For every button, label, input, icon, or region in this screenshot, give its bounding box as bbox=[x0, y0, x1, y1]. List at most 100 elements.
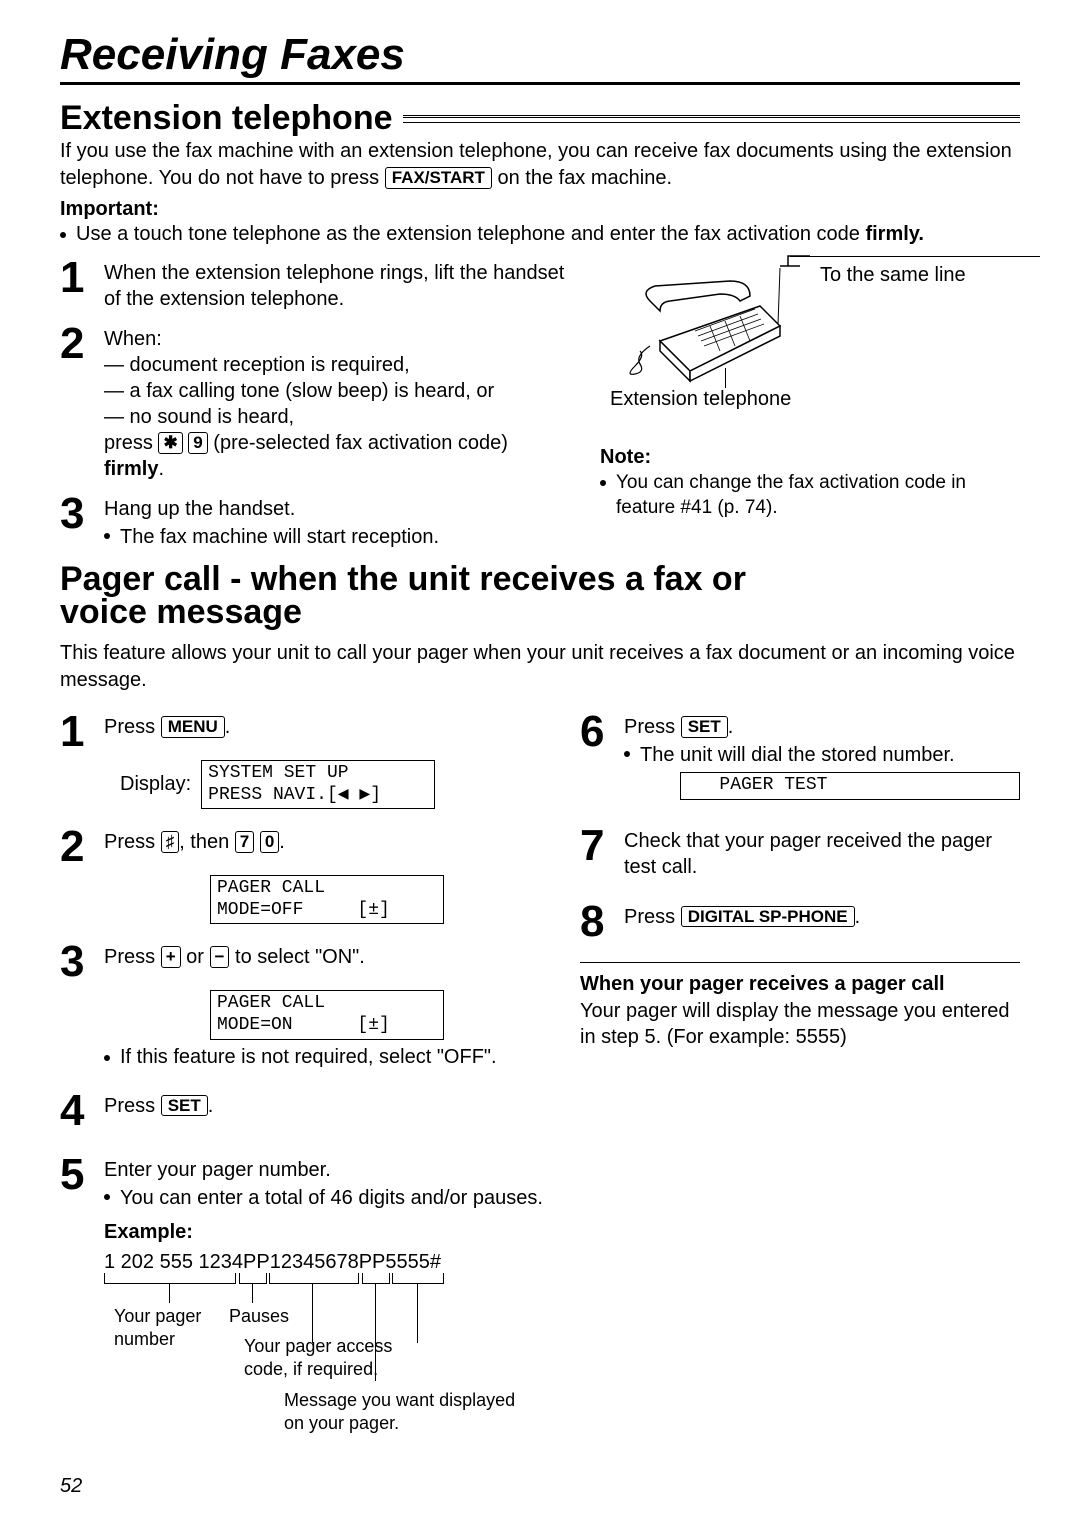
section1-heading: Extension telephone bbox=[60, 99, 1020, 138]
faxstart-key: FAX/START bbox=[385, 167, 492, 189]
zero-key: 0 bbox=[260, 831, 279, 853]
phone-icon bbox=[600, 246, 810, 386]
note-heading: Note: bbox=[600, 446, 1020, 469]
pager-sub-text: Your pager will display the message you … bbox=[580, 998, 1020, 1050]
section1-left: 1 When the extension telephone rings, li… bbox=[60, 246, 570, 550]
lcd-display: PAGER CALL MODE=ON [±] bbox=[210, 990, 444, 1039]
step3-bullet: The fax machine will start reception. bbox=[104, 524, 439, 550]
page: Receiving Faxes Extension telephone If y… bbox=[0, 0, 1080, 1526]
lbl-pauses: Pauses bbox=[229, 1305, 289, 1328]
section1-right: To the same line Extension telephone Not… bbox=[600, 246, 1020, 550]
phone-illustration: To the same line Extension telephone bbox=[600, 246, 1020, 416]
step-body: Press SET. The unit will dial the stored… bbox=[624, 710, 955, 768]
section2-step4: 4 Press SET. bbox=[60, 1089, 550, 1133]
press-mid: (pre-selected fax activation code) bbox=[208, 432, 508, 454]
section2-intro: This feature allows your unit to call yo… bbox=[60, 640, 1020, 694]
step2-l3: — no sound is heard, bbox=[104, 404, 570, 430]
section2-title-line2: voice message bbox=[60, 593, 302, 632]
step-body: Press DIGITAL SP-PHONE. bbox=[624, 900, 860, 930]
press-before: Press bbox=[104, 1095, 161, 1117]
step-number: 3 bbox=[60, 940, 104, 984]
menu-key: MENU bbox=[161, 716, 225, 738]
digital-sp-phone-key: DIGITAL SP-PHONE bbox=[681, 906, 855, 928]
section2-step3: 3 Press + or − to select "ON". bbox=[60, 940, 550, 984]
lbl-access-code: Your pager access code, if required. bbox=[244, 1335, 424, 1382]
display-label: Display: bbox=[120, 773, 191, 796]
step6-bullet: The unit will dial the stored number. bbox=[624, 742, 955, 768]
bracket-icon bbox=[104, 1273, 236, 1284]
important-before: Use a touch tone telephone as the extens… bbox=[76, 223, 865, 245]
minus-key: − bbox=[210, 946, 230, 968]
example-brackets bbox=[104, 1273, 543, 1295]
section2-step5: 5 Enter your pager number. You can enter… bbox=[60, 1153, 550, 1459]
step5-bullet: You can enter a total of 46 digits and/o… bbox=[104, 1185, 543, 1211]
step-body: When the extension telephone rings, lift… bbox=[104, 256, 570, 312]
note-text: You can change the fax activation code i… bbox=[616, 471, 1020, 520]
line-icon bbox=[790, 256, 1040, 257]
bullet-icon bbox=[624, 751, 630, 757]
intro-text-after: on the fax machine. bbox=[497, 167, 672, 189]
step1-display: Display: SYSTEM SET UP PRESS NAVI.[◀ ▶] bbox=[120, 760, 550, 809]
step2-lead: When: bbox=[104, 326, 570, 352]
step2-press: press ✱ 9 (pre-selected fax activation c… bbox=[104, 430, 570, 482]
bullet-icon bbox=[104, 1194, 110, 1200]
bullet-icon bbox=[104, 1055, 110, 1061]
section2-columns: 1 Press MENU. Display: SYSTEM SET UP PRE… bbox=[60, 700, 1020, 1459]
step-number: 1 bbox=[60, 710, 104, 754]
bullet-icon bbox=[104, 533, 110, 539]
press-before: Press bbox=[104, 716, 161, 738]
step5-bullet-text: You can enter a total of 46 digits and/o… bbox=[120, 1185, 543, 1211]
step6-bullet-text: The unit will dial the stored number. bbox=[640, 742, 955, 768]
press-after: . bbox=[855, 906, 861, 928]
step-number: 2 bbox=[60, 322, 104, 366]
step2-l2: — a fax calling tone (slow beep) is hear… bbox=[104, 378, 570, 404]
step-body: When: — document reception is required, … bbox=[104, 322, 570, 482]
step-body: Check that your pager received the pager… bbox=[624, 824, 1020, 880]
section2-step1: 1 Press MENU. bbox=[60, 710, 550, 754]
bracket-icon bbox=[269, 1273, 359, 1284]
step3-bullet: If this feature is not required, select … bbox=[104, 1046, 550, 1069]
nine-key: 9 bbox=[188, 432, 207, 454]
step-number: 7 bbox=[580, 824, 624, 868]
step-number: 4 bbox=[60, 1089, 104, 1133]
step-number: 1 bbox=[60, 256, 104, 300]
divider bbox=[580, 962, 1020, 963]
press-after: . bbox=[208, 1095, 214, 1117]
bracket-icon bbox=[362, 1273, 390, 1284]
press-before: Press bbox=[104, 831, 161, 853]
press-before: Press bbox=[104, 946, 161, 968]
bracket-icon bbox=[239, 1273, 267, 1284]
press-after: . bbox=[225, 716, 231, 738]
press-after: to select "ON". bbox=[229, 946, 364, 968]
section2-left: 1 Press MENU. Display: SYSTEM SET UP PRE… bbox=[60, 700, 550, 1459]
bullet-icon bbox=[60, 232, 66, 238]
illus-label-bottom: Extension telephone bbox=[610, 388, 791, 411]
important-bold: firmly. bbox=[865, 223, 924, 245]
section2-step6: 6 Press SET. The unit will dial the stor… bbox=[580, 710, 1020, 768]
step-body: Enter your pager number. You can enter a… bbox=[104, 1153, 543, 1459]
step-body: Press + or − to select "ON". bbox=[104, 940, 365, 970]
example-line: 1 202 555 1234PP12345678PP5555# bbox=[104, 1249, 543, 1275]
firmly: firmly bbox=[104, 458, 158, 480]
section1-intro: If you use the fax machine with an exten… bbox=[60, 138, 1020, 192]
press-before: Press bbox=[624, 716, 681, 738]
mid: , then bbox=[179, 831, 235, 853]
hash-key: ♯ bbox=[161, 831, 180, 853]
lcd-display: SYSTEM SET UP PRESS NAVI.[◀ ▶] bbox=[201, 760, 435, 809]
leader-icon bbox=[725, 368, 726, 388]
doc-title: Receiving Faxes bbox=[60, 30, 1020, 85]
step3-bullet-text: If this feature is not required, select … bbox=[120, 1046, 497, 1069]
step3-display: PAGER CALL MODE=ON [±] bbox=[210, 990, 550, 1039]
plus-key: + bbox=[161, 946, 181, 968]
press-before: press bbox=[104, 432, 158, 454]
step5-text: Enter your pager number. bbox=[104, 1157, 543, 1183]
seven-key: 7 bbox=[235, 831, 254, 853]
lcd-display: PAGER CALL MODE=OFF [±] bbox=[210, 875, 444, 924]
section2-step8: 8 Press DIGITAL SP-PHONE. bbox=[580, 900, 1020, 944]
illus-label-top: To the same line bbox=[820, 264, 966, 287]
step-number: 6 bbox=[580, 710, 624, 754]
pager-sub-heading: When your pager receives a pager call bbox=[580, 973, 1020, 996]
step-number: 3 bbox=[60, 492, 104, 536]
step2-l1: — document reception is required, bbox=[104, 352, 570, 378]
press-after: . bbox=[158, 458, 164, 480]
